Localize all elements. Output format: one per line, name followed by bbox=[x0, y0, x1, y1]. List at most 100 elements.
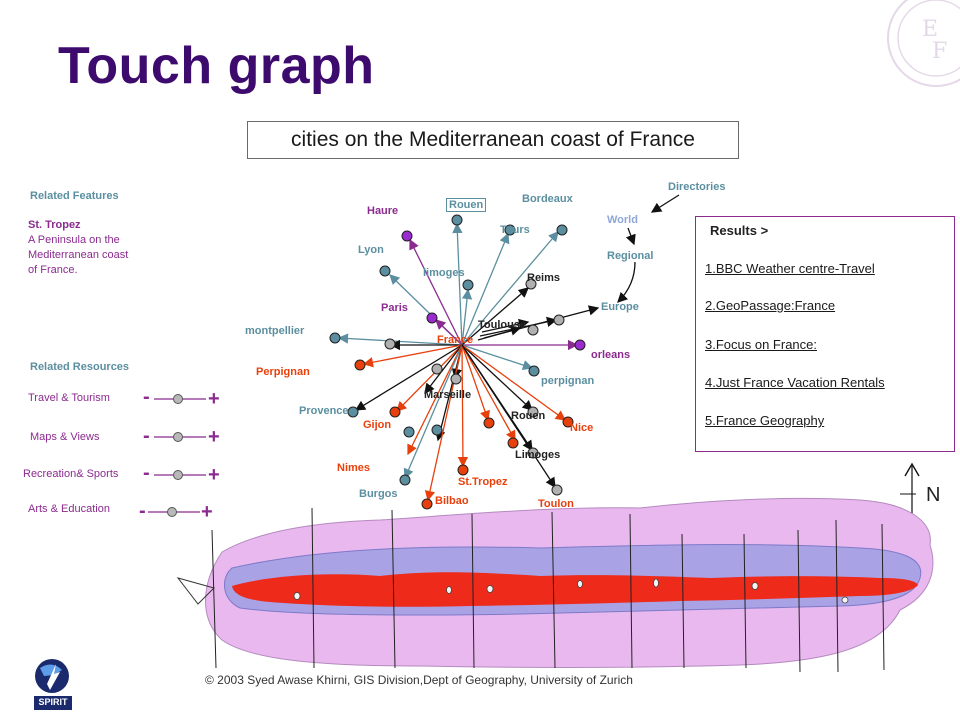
node-hub-c bbox=[527, 324, 539, 336]
resource-minus-button[interactable]: - bbox=[143, 462, 150, 484]
node-mid-a bbox=[431, 424, 443, 436]
svg-text:F: F bbox=[932, 39, 947, 64]
page-title: Touch graph bbox=[58, 37, 375, 95]
resource-minus-button[interactable]: - bbox=[143, 386, 150, 408]
node-haure bbox=[401, 230, 413, 242]
label-europe[interactable]: Europe bbox=[601, 301, 639, 313]
node-nice bbox=[562, 416, 574, 428]
label-lyon: Lyon bbox=[358, 244, 384, 256]
query-title-box: cities on the Mediterranean coast of Fra… bbox=[247, 121, 739, 159]
label-paris: Paris bbox=[381, 302, 408, 314]
result-link[interactable]: 2.GeoPassage:France bbox=[705, 298, 836, 313]
node-hub-b bbox=[553, 314, 565, 326]
node-tours bbox=[504, 224, 516, 236]
node-perpignan-right bbox=[528, 365, 540, 377]
node-bordeaux bbox=[556, 224, 568, 236]
node-limoges-top bbox=[462, 279, 474, 291]
label-limoges-bottom: Limoges bbox=[515, 449, 561, 461]
label-nice: Nice bbox=[570, 422, 594, 434]
label-haure: Haure bbox=[367, 205, 399, 217]
label-montpellier: montpellier bbox=[245, 325, 305, 337]
related-feature-line: of France. bbox=[28, 264, 78, 276]
result-link[interactable]: 5.France Geography bbox=[705, 413, 825, 428]
label-world[interactable]: World bbox=[607, 214, 638, 226]
spirit-logo-text: SPIRIT bbox=[38, 697, 68, 707]
results-panel: Results > 1.BBC Weather centre-Travel 2.… bbox=[695, 216, 955, 452]
node-bilbao bbox=[421, 498, 433, 510]
resource-minus-button[interactable]: - bbox=[139, 500, 146, 522]
label-directories: Directories bbox=[668, 181, 726, 193]
result-link[interactable]: 4.Just France Vacation Rentals bbox=[705, 375, 885, 390]
resource-slider[interactable] bbox=[152, 392, 208, 406]
label-bordeaux: Bordeaux bbox=[522, 193, 573, 205]
result-link[interactable]: 1.BBC Weather centre-Travel bbox=[705, 261, 875, 276]
label-rouen-top: Rouen bbox=[446, 198, 487, 212]
node-lyon bbox=[379, 265, 391, 277]
resource-plus-button[interactable]: + bbox=[208, 388, 220, 410]
node-orleans bbox=[574, 339, 586, 351]
label-burgos: Burgos bbox=[359, 488, 398, 500]
resource-label-maps: Maps & Views bbox=[30, 431, 100, 443]
label-tours: Tours bbox=[500, 224, 530, 236]
resource-plus-button[interactable]: + bbox=[208, 426, 220, 448]
node-gijon bbox=[389, 406, 401, 418]
results-header: Results > bbox=[710, 223, 769, 238]
related-feature-line: A Peninsula on the bbox=[28, 234, 120, 246]
label-marseille: Marseille bbox=[424, 389, 472, 401]
label-perpignan-right: perpignan bbox=[541, 375, 595, 387]
label-toulouse: Toulouse bbox=[478, 319, 527, 331]
label-perpignan-left: Perpignan bbox=[256, 366, 310, 378]
node-toulon bbox=[551, 484, 563, 496]
node-provence bbox=[347, 406, 359, 418]
resource-plus-button[interactable]: + bbox=[208, 464, 220, 486]
node-limoges-bottom-a bbox=[507, 437, 519, 449]
node-limoges-bottom bbox=[527, 447, 539, 459]
label-gijon: Gijon bbox=[363, 419, 392, 431]
coast-map bbox=[176, 497, 934, 673]
north-label: N bbox=[926, 484, 941, 506]
north-arrow-icon bbox=[900, 462, 920, 515]
node-reims bbox=[525, 278, 537, 290]
label-orleans: orleans bbox=[591, 349, 631, 361]
label-provence: Provence bbox=[299, 405, 349, 417]
node-rouen-top bbox=[451, 214, 463, 226]
node-stropez bbox=[457, 464, 469, 476]
resource-slider[interactable] bbox=[152, 430, 208, 444]
node-marseille-b bbox=[450, 373, 462, 385]
label-nimes: Nimes bbox=[337, 462, 371, 474]
graph-nodes[interactable] bbox=[329, 214, 586, 510]
related-resources-header: Related Resources bbox=[30, 361, 130, 373]
label-limoges-top: limoges bbox=[423, 267, 465, 279]
spirit-logo-icon bbox=[34, 659, 72, 710]
node-paris bbox=[426, 312, 438, 324]
graph-edges bbox=[337, 194, 680, 502]
result-link[interactable]: 3.Focus on France: bbox=[705, 337, 817, 352]
related-feature-title[interactable]: St. Tropez bbox=[28, 219, 81, 231]
resource-label-recreation: Recreation& Sports bbox=[23, 468, 119, 480]
label-rouen-bottom: Rouen bbox=[511, 410, 546, 422]
resource-label-arts: Arts & Education bbox=[28, 503, 110, 515]
resource-minus-button[interactable]: - bbox=[143, 425, 150, 447]
label-france: France bbox=[437, 334, 474, 346]
related-features-header: Related Features bbox=[30, 190, 119, 202]
related-feature-line: Mediterranean coast bbox=[28, 249, 129, 261]
node-hub-a bbox=[384, 338, 396, 350]
resource-slider[interactable] bbox=[146, 505, 202, 519]
resource-slider[interactable] bbox=[152, 468, 208, 482]
resource-plus-button[interactable]: + bbox=[201, 501, 213, 523]
node-rouen-bottom-a bbox=[483, 417, 495, 429]
node-gijon-b bbox=[403, 426, 415, 438]
label-toulon: Toulon bbox=[538, 498, 574, 510]
label-regional[interactable]: Regional bbox=[607, 250, 654, 262]
node-rouen-bottom bbox=[527, 406, 539, 418]
node-perpignan-left bbox=[354, 359, 366, 371]
label-bilbao: Bilbao bbox=[435, 495, 469, 507]
node-marseille-a bbox=[431, 363, 443, 375]
label-stropez: St.Tropez bbox=[458, 476, 508, 488]
node-montpellier bbox=[329, 332, 341, 344]
resource-label-travel: Travel & Tourism bbox=[28, 392, 110, 404]
svg-text:E: E bbox=[922, 17, 938, 42]
label-reims: Reims bbox=[527, 272, 561, 284]
seal-watermark-icon: E F bbox=[887, 0, 960, 87]
